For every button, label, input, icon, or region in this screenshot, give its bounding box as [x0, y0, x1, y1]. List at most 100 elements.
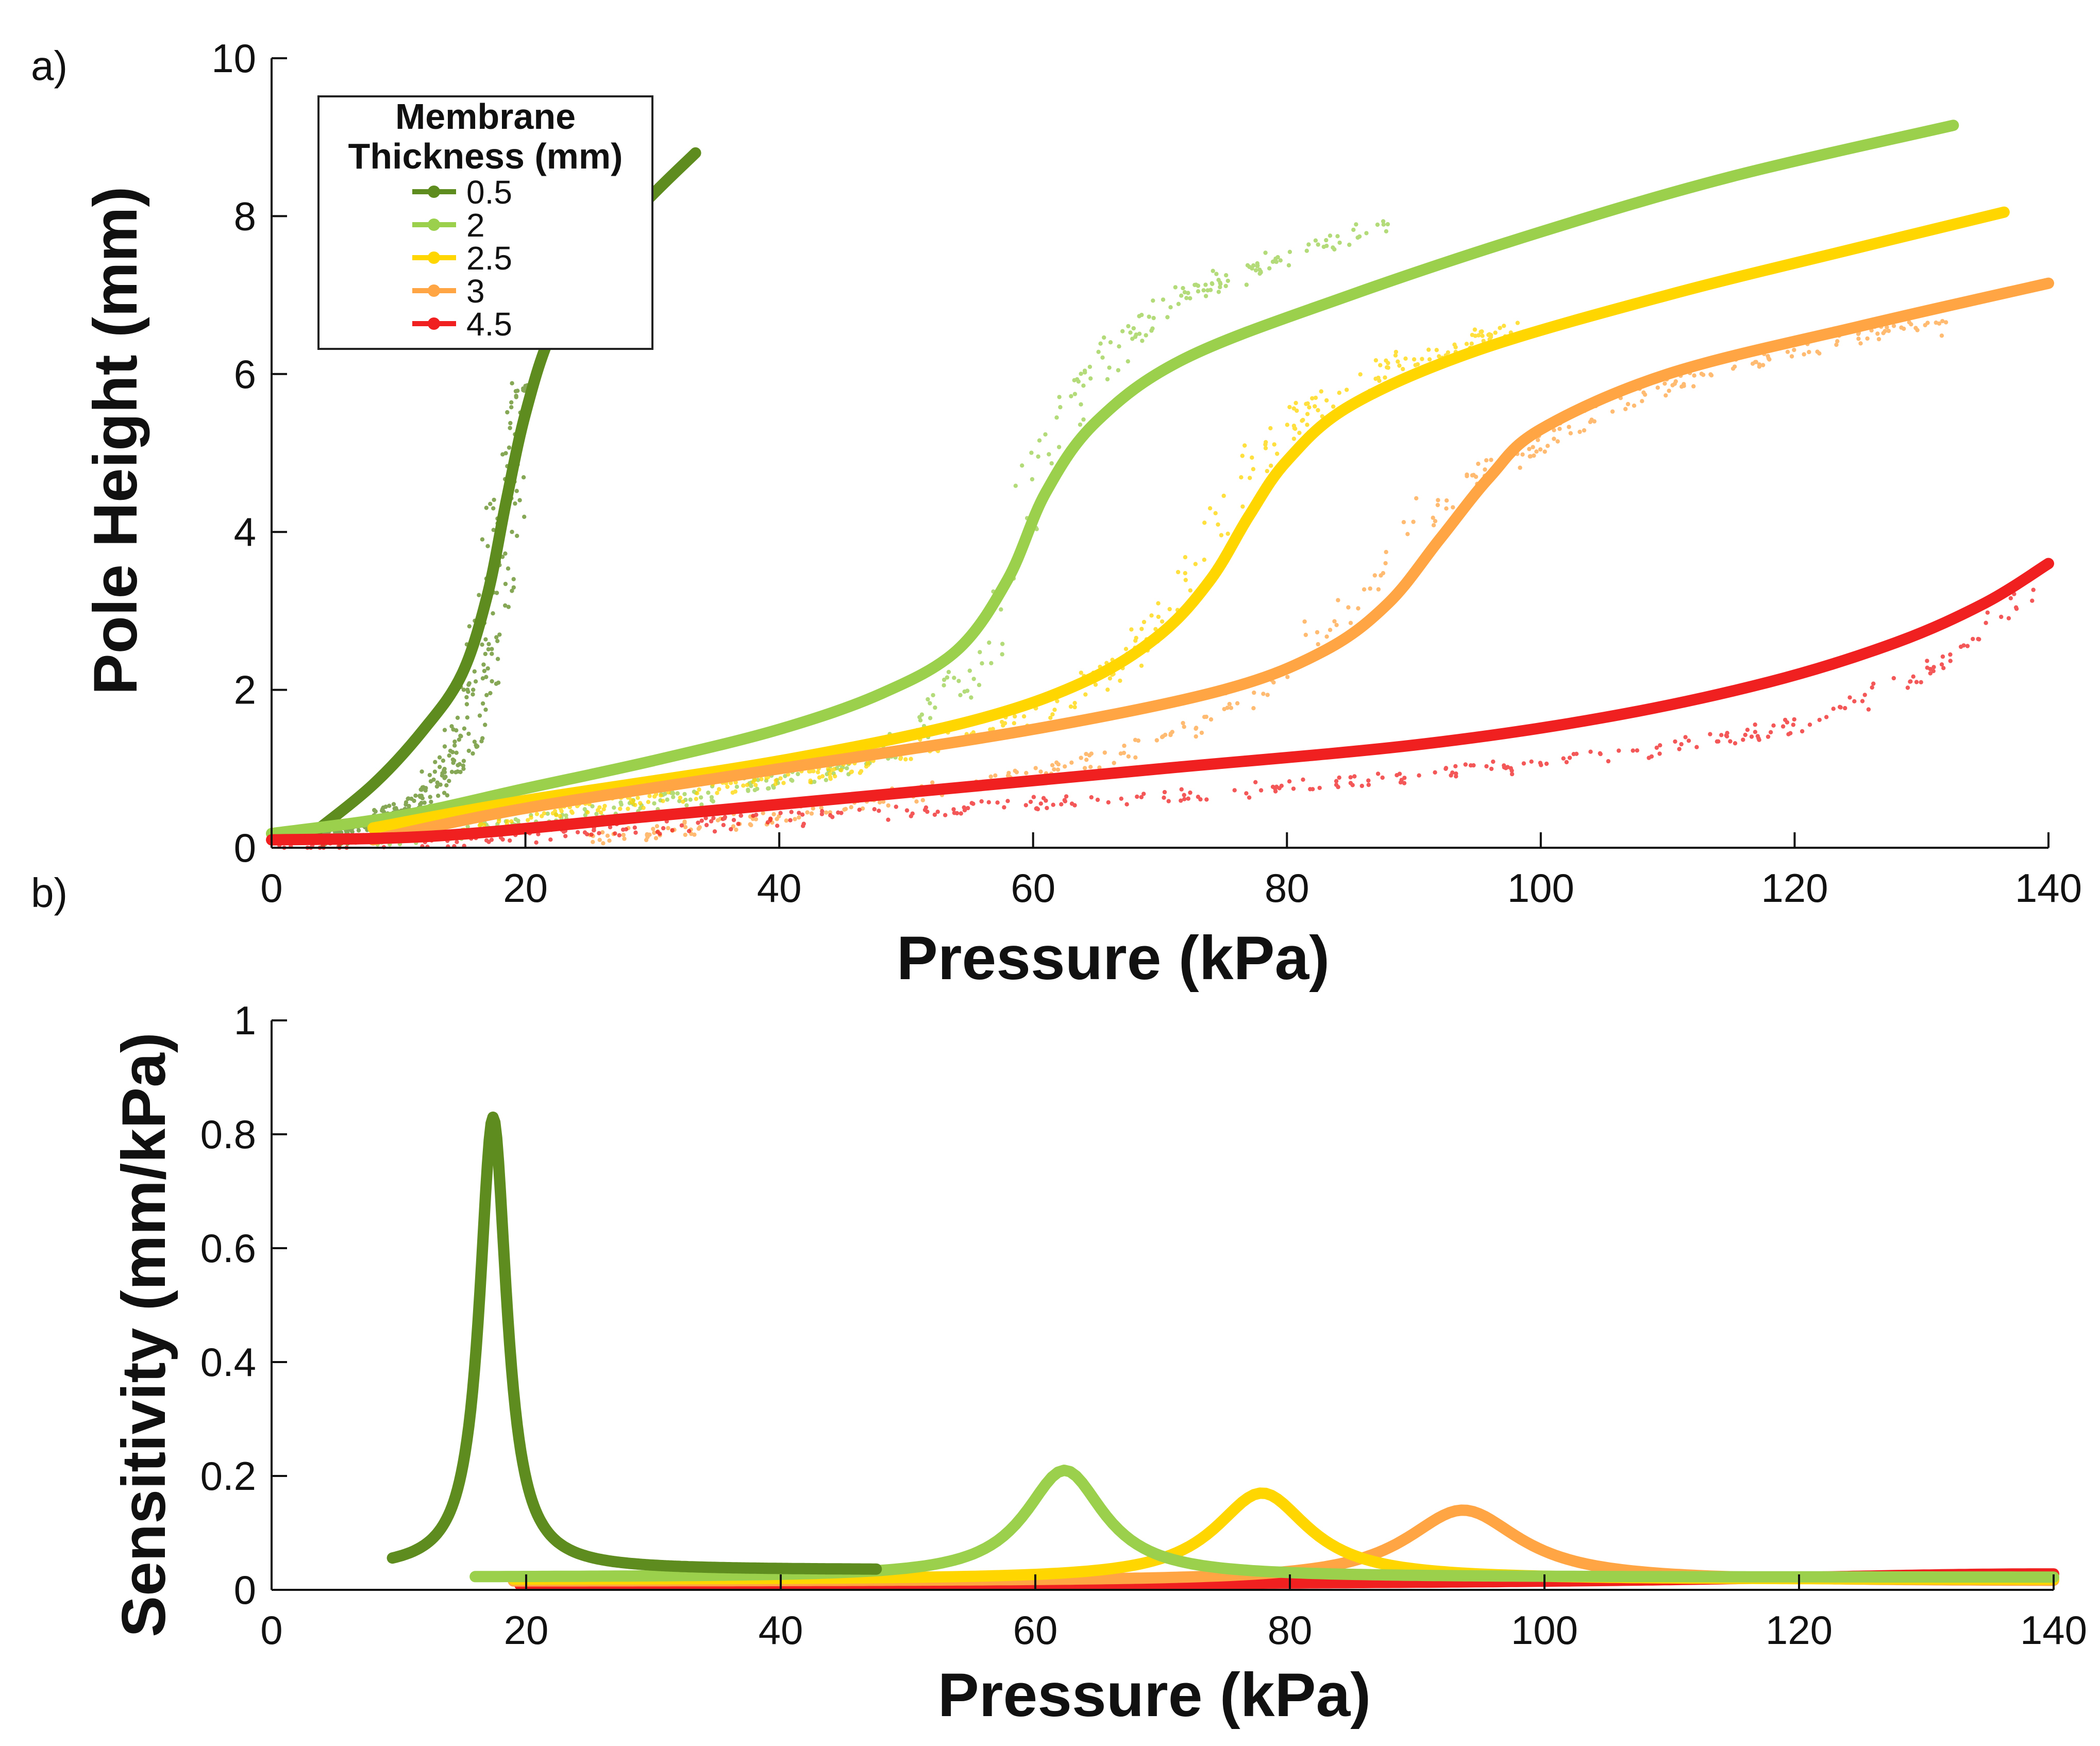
measured-point	[1544, 761, 1549, 766]
measured-point	[1036, 454, 1040, 459]
measured-point	[596, 808, 600, 813]
measured-point	[1914, 680, 1919, 684]
measured-point	[1302, 619, 1307, 624]
measured-point	[1402, 781, 1407, 785]
measured-point	[969, 695, 973, 700]
measured-point	[1184, 296, 1189, 300]
measured-point	[1324, 243, 1329, 248]
measured-point	[731, 824, 736, 829]
measured-point	[797, 815, 801, 820]
measured-point	[632, 825, 637, 830]
measured-point	[447, 779, 451, 783]
measured-point	[1204, 797, 1209, 802]
measured-point	[1598, 751, 1603, 757]
measured-point	[1402, 776, 1407, 780]
measured-point	[678, 795, 683, 800]
measured-point	[466, 748, 471, 753]
measured-point	[733, 789, 738, 794]
measured-point	[1426, 347, 1431, 352]
measured-point	[514, 489, 519, 493]
measured-point	[1160, 619, 1165, 624]
measured-point	[1741, 737, 1745, 742]
measured-point	[1411, 519, 1416, 524]
measured-point	[1682, 382, 1686, 387]
measured-point	[1865, 336, 1870, 341]
measured-point	[1642, 392, 1648, 397]
measured-point	[1489, 332, 1493, 338]
measured-point	[630, 800, 634, 805]
measured-point	[1948, 652, 1953, 657]
measured-point	[449, 724, 454, 729]
measured-point	[480, 537, 485, 542]
measured-point	[1049, 461, 1054, 466]
measured-point	[1453, 764, 1458, 769]
measured-point	[1552, 428, 1556, 432]
measured-point	[1107, 676, 1113, 681]
measured-point	[1928, 671, 1933, 676]
measured-point	[805, 810, 810, 815]
measured-point	[1753, 360, 1758, 364]
panel-b-y-tick-label: 1	[234, 998, 256, 1043]
measured-point	[1285, 675, 1290, 679]
panel-a-x-tick-label: 40	[757, 865, 802, 911]
model-line-series-3	[367, 277, 2054, 846]
measured-point	[540, 814, 544, 818]
measured-point	[977, 683, 982, 687]
panel-b-x-tick-label: 40	[759, 1607, 803, 1653]
measured-point	[1493, 330, 1498, 335]
measured-point	[419, 787, 424, 792]
panel-a-x-tick-label: 20	[503, 865, 548, 911]
measured-point	[872, 807, 877, 812]
measured-point	[824, 778, 829, 782]
panel-b-x-tick-label: 100	[1511, 1607, 1578, 1653]
measured-point	[1398, 780, 1403, 785]
measured-point	[1020, 463, 1024, 468]
measured-point	[497, 632, 502, 637]
measured-point	[570, 811, 575, 815]
measured-point	[1265, 468, 1269, 474]
measured-point	[1515, 321, 1520, 325]
measured-point	[773, 782, 778, 786]
legend: Membrane Thickness (mm) 0.522.534.5	[317, 95, 653, 350]
measured-point	[1965, 644, 1970, 648]
panel-b-x-tick-label: 20	[504, 1607, 549, 1653]
measured-point	[1334, 623, 1339, 628]
measured-point	[826, 766, 831, 771]
measured-point	[928, 701, 932, 706]
measured-point	[966, 805, 970, 811]
measured-point	[447, 753, 451, 758]
measured-point	[759, 777, 764, 782]
measured-point	[1186, 291, 1190, 295]
measured-point	[1126, 324, 1131, 329]
measured-point	[509, 400, 514, 405]
measured-point	[1939, 662, 1944, 667]
measured-point	[1072, 701, 1077, 706]
measured-point	[522, 514, 527, 519]
measured-point	[1079, 372, 1083, 376]
measured-point	[1201, 288, 1206, 293]
measured-point	[1179, 787, 1184, 792]
measured-point	[962, 808, 967, 813]
measured-point	[1760, 363, 1766, 367]
measured-point	[1708, 372, 1713, 377]
measured-point	[1285, 423, 1289, 427]
measured-point	[1858, 341, 1863, 346]
measured-point	[1568, 431, 1573, 435]
measured-point	[525, 818, 530, 822]
measured-point	[1476, 333, 1481, 338]
measured-point	[356, 828, 361, 833]
measured-point	[881, 799, 886, 804]
measured-point	[849, 770, 853, 775]
measured-point	[1267, 266, 1272, 271]
measured-point	[542, 811, 547, 816]
measured-point	[462, 726, 467, 731]
measured-point	[1108, 340, 1113, 345]
measured-point	[1336, 785, 1340, 790]
measured-point	[1255, 261, 1259, 266]
measured-point	[1332, 247, 1337, 252]
measured-point	[1891, 676, 1896, 681]
measured-point	[484, 506, 489, 510]
measured-point	[833, 774, 837, 779]
measured-point	[930, 780, 935, 785]
measured-point	[1977, 637, 1981, 642]
